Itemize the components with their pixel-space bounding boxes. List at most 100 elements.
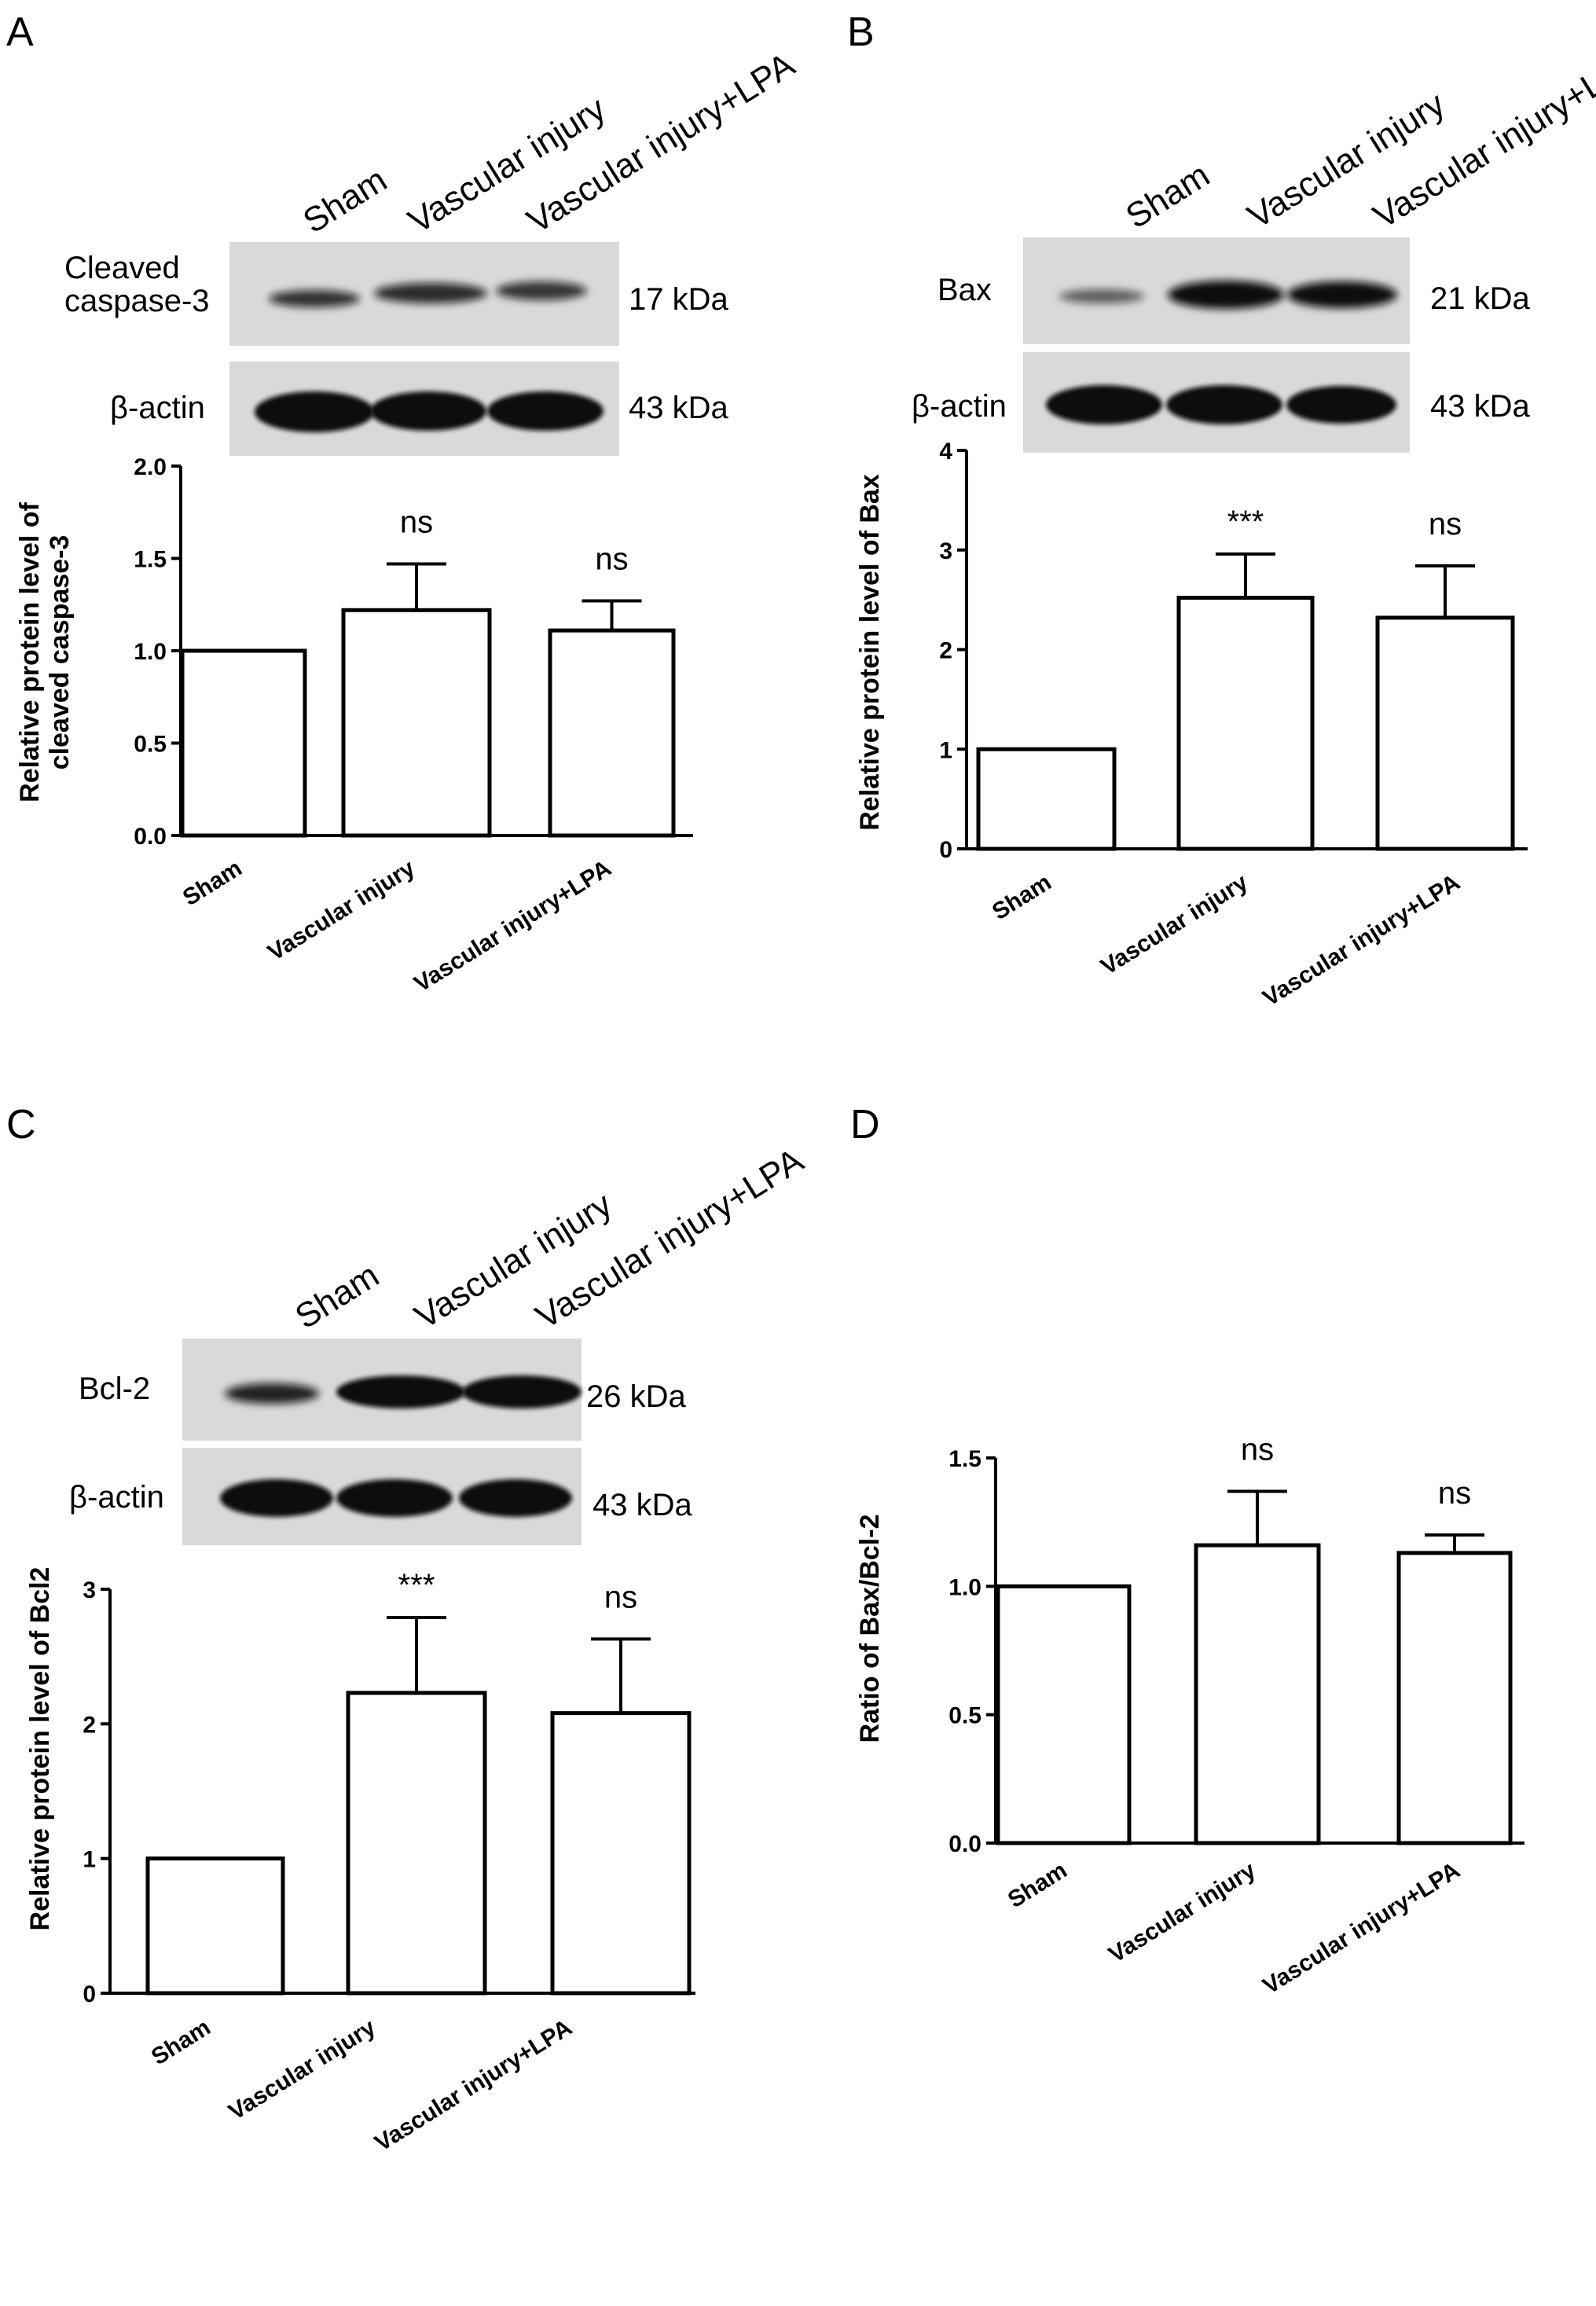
blot-label: Bax [937,273,992,307]
significance-label: *** [1227,505,1264,539]
bar [145,1856,285,1996]
protein-band [220,1479,333,1517]
western-blot-strip [229,362,619,456]
x-category-label: Vascular injury+LPA [1258,1857,1464,1999]
western-blot-strip [229,242,619,346]
bar [1176,596,1315,851]
lane-label: Sham [296,160,393,241]
panel-letter: D [850,1102,880,1147]
y-tick-label: 0.5 [134,732,167,758]
bar [1396,1551,1513,1845]
y-tick-label: 0.0 [134,824,167,850]
panel-letter: B [847,9,875,55]
lane-label: Sham [1119,156,1216,236]
blot-label: Bcl-2 [79,1371,150,1406]
bar [976,747,1117,851]
significance-label: ns [604,1580,637,1614]
protein-band [496,281,587,300]
protein-band [1287,281,1397,308]
protein-band [225,1383,319,1404]
protein-band [336,1375,465,1408]
panel-letter: C [6,1102,36,1147]
y-tick-label: 0 [83,1981,96,2007]
significance-label: ns [1429,507,1462,542]
lane-label: Vascular injury [402,90,612,241]
significance-label: ns [1438,1476,1471,1511]
significance-label: ns [400,505,433,540]
molecular-weight-label: 17 kDa [629,282,728,317]
y-tick-label: 2.0 [134,454,167,480]
y-tick-label: 2 [939,638,952,664]
y-tick-label: 3 [83,1577,96,1603]
y-tick-label: 0.0 [948,1831,981,1857]
protein-band [1046,385,1162,424]
molecular-weight-label: 43 kDa [593,1488,692,1522]
molecular-weight-label: 26 kDa [586,1379,686,1414]
bar [550,1711,692,1996]
x-category-label: Sham [178,855,247,911]
y-tick-label: 1 [83,1847,96,1873]
lane-label: Vascular injury [408,1185,618,1337]
significance-label: ns [1241,1432,1274,1467]
y-axis-label: Relative protein level of Bcl2 [25,1567,55,1931]
molecular-weight-label: 43 kDa [629,391,728,425]
y-tick-label: 1.0 [134,639,167,665]
protein-band [1166,385,1282,424]
y-axis-label: Ratio of Bax/Bcl-2 [855,1515,885,1743]
bar [548,628,676,838]
blot-label: β-actin [912,389,1007,424]
x-category-label: Vascular injury+LPA [370,2014,576,2157]
x-category-label: Vascular injury+LPA [409,855,615,997]
protein-band [1059,289,1144,303]
y-tick-label: 2 [83,1712,96,1738]
protein-band [255,391,374,432]
protein-band [374,283,487,303]
y-tick-label: 0.5 [948,1703,981,1729]
molecular-weight-label: 21 kDa [1430,281,1530,316]
lane-label: Sham [288,1256,385,1336]
x-category-label: Vascular injury+LPA [1258,869,1464,1012]
bar [341,608,492,838]
significance-label: ns [595,542,628,577]
molecular-weight-label: 43 kDa [1430,389,1530,424]
bar [1194,1543,1321,1845]
y-tick-label: 1.5 [134,547,167,573]
x-category-label: Sham [147,2014,215,2070]
y-axis-label: Relative protein level ofcleaved caspase… [15,501,75,802]
protein-band [459,1479,572,1517]
blot-label: β-actin [69,1480,164,1515]
blot-label: Cleaved caspase-3 [64,251,210,318]
western-blot-strip [1023,352,1410,453]
x-category-label: Vascular injury [1096,869,1253,980]
protein-band [1168,281,1284,309]
y-tick-label: 4 [939,439,952,465]
western-blot-strip [1023,237,1410,344]
x-category-label: Vascular injury [263,855,420,966]
panel-d: D 0.0 0.5 1.0 1.5 ns ns Sham Vascular injuryVasc… [850,1102,1524,1999]
x-category-label: Vascular injury [224,2014,380,2125]
y-tick-label: 0 [939,837,952,863]
y-axis-label: Relative protein level of Bax [855,474,885,831]
x-category-label: Sham [988,869,1056,925]
y-tick-label: 1 [939,737,952,763]
western-blot-strip [182,1338,582,1441]
bar [1375,615,1515,851]
blot-label: β-actin [110,391,205,425]
protein-band [269,290,360,307]
bar [346,1691,487,1996]
protein-band [370,391,486,431]
y-tick-label: 1.5 [948,1446,981,1472]
panel-letter: A [6,9,34,55]
significance-label: *** [398,1568,435,1603]
y-tick-label: 3 [939,538,952,564]
protein-band [1286,386,1396,424]
bar [996,1584,1132,1845]
y-tick-label: 1.0 [948,1574,981,1600]
protein-band [336,1479,453,1517]
x-category-label: Sham [1003,1857,1072,1913]
protein-band [462,1375,582,1408]
